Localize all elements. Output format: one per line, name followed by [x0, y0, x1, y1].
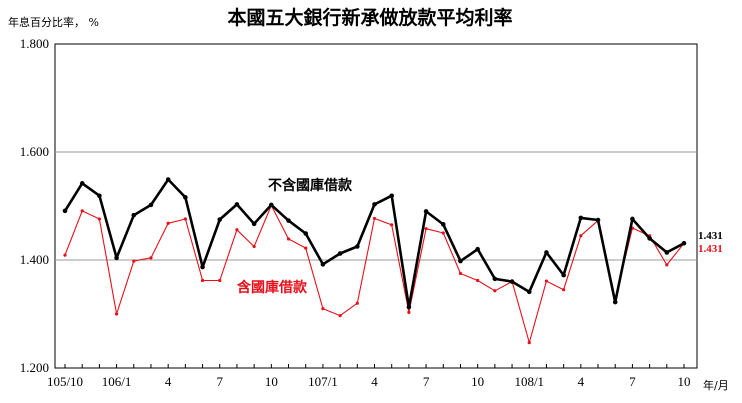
data-point-series-1	[544, 279, 549, 283]
data-point-series-1	[579, 234, 583, 238]
data-point-series-0	[595, 217, 601, 223]
x-tick-label: 4	[165, 374, 172, 389]
gridlines	[55, 151, 697, 261]
data-point-series-1	[355, 301, 359, 305]
x-tick-label: 107/1	[308, 374, 338, 389]
data-point-series-1	[407, 310, 411, 314]
data-point-series-1	[338, 314, 342, 318]
plot-area-frame	[54, 43, 698, 369]
data-point-series-0	[183, 195, 188, 200]
y-tick-label: 1.400	[20, 252, 49, 267]
x-tick-label: 105/10	[47, 374, 83, 389]
data-point-series-0	[544, 250, 549, 255]
data-point-series-0	[372, 202, 377, 207]
data-point-series-1	[200, 278, 205, 283]
data-point-series-0	[337, 251, 343, 256]
x-axis-unit-label: 年/月	[703, 378, 729, 392]
x-tick-label: 7	[629, 374, 636, 389]
data-point-series-0	[251, 221, 257, 227]
data-point-series-0	[320, 262, 326, 267]
data-point-series-1	[235, 228, 239, 232]
data-point-series-1	[458, 271, 463, 276]
data-point-series-1	[476, 278, 480, 283]
data-point-series-1	[372, 216, 377, 221]
data-point-series-1	[97, 217, 101, 221]
data-point-series-0	[561, 272, 566, 278]
end-label-excluding-treasury: 1.431	[698, 230, 723, 242]
data-point-series-0	[355, 244, 360, 249]
data-point-series-0	[114, 255, 119, 261]
data-point-series-1	[63, 253, 67, 257]
data-point-series-1	[252, 244, 256, 249]
series-label-excluding-treasury: 不含國庫借款	[268, 177, 353, 194]
x-tick-label: 106/1	[102, 374, 132, 389]
data-point-series-1	[390, 223, 394, 227]
data-point-series-1	[114, 312, 119, 316]
y-axis-ticks: 1.200 1.400 1.600 1.800	[20, 36, 49, 375]
chart-title: 本國五大銀行新承做放款平均利率	[227, 6, 512, 29]
data-point-series-1	[527, 341, 531, 345]
data-point-series-1	[286, 237, 291, 241]
y-axis-unit-label: 年息百分比率， %	[8, 15, 99, 29]
data-point-series-1	[665, 263, 669, 267]
data-point-series-0	[526, 289, 532, 295]
data-point-series-0	[97, 193, 102, 199]
x-tick-label: 7	[217, 374, 224, 389]
data-point-series-0	[234, 202, 240, 207]
data-point-series-1	[304, 246, 308, 250]
data-point-series-0	[578, 215, 584, 221]
data-point-series-0	[664, 250, 670, 255]
data-point-series-0	[475, 246, 480, 252]
data-point-series-1	[321, 307, 325, 311]
data-point-series-0	[79, 181, 85, 186]
data-point-series-0	[406, 304, 412, 310]
data-point-series-0	[630, 216, 635, 222]
series-line-1	[64, 204, 685, 344]
data-point-series-0	[131, 212, 137, 218]
data-point-series-1	[80, 209, 84, 213]
data-point-series-0	[612, 299, 618, 305]
data-point-series-0	[62, 208, 68, 214]
data-point-series-0	[647, 236, 652, 241]
data-point-series-1	[424, 227, 428, 231]
x-tick-label: 10	[265, 374, 278, 389]
x-tick-label: 108/1	[514, 374, 544, 389]
data-point-series-0	[303, 231, 309, 236]
data-point-series-0	[440, 222, 446, 227]
data-point-series-1	[149, 256, 153, 260]
x-tick-label: 7	[423, 374, 430, 389]
data-point-series-0	[509, 279, 515, 284]
series-lines	[62, 177, 687, 345]
y-tick-label: 1.600	[20, 144, 49, 159]
data-point-series-0	[165, 177, 171, 182]
data-point-series-0	[217, 217, 223, 222]
data-point-series-1	[183, 217, 187, 221]
x-tick-label: 4	[578, 374, 585, 389]
y-tick-label: 1.800	[20, 36, 49, 51]
data-point-series-1	[441, 231, 445, 235]
end-label-including-treasury: 1.431	[698, 243, 723, 255]
data-point-series-0	[200, 264, 205, 270]
data-point-series-0	[148, 202, 154, 208]
series-label-including-treasury: 含國庫借款	[237, 279, 308, 296]
data-point-series-1	[166, 221, 170, 225]
data-point-series-1	[562, 288, 566, 292]
data-point-series-1	[132, 259, 136, 263]
x-tick-label: 10	[471, 374, 484, 389]
data-point-series-0	[423, 209, 429, 214]
data-point-series-0	[269, 202, 274, 208]
data-point-series-0	[458, 258, 463, 264]
data-point-series-0	[681, 240, 687, 246]
x-tick-label: 4	[371, 374, 378, 389]
y-tick-label: 1.200	[20, 360, 49, 375]
data-point-series-1	[493, 289, 497, 293]
data-point-series-0	[389, 193, 394, 199]
data-point-series-1	[218, 278, 222, 283]
data-point-series-0	[492, 276, 498, 282]
x-tick-label: 10	[678, 374, 691, 389]
x-axis-ticks: 105/10 106/1 4 7 10 107/1 4 7 10 108/1 4 7 10	[47, 364, 691, 389]
data-point-series-0	[286, 218, 291, 223]
